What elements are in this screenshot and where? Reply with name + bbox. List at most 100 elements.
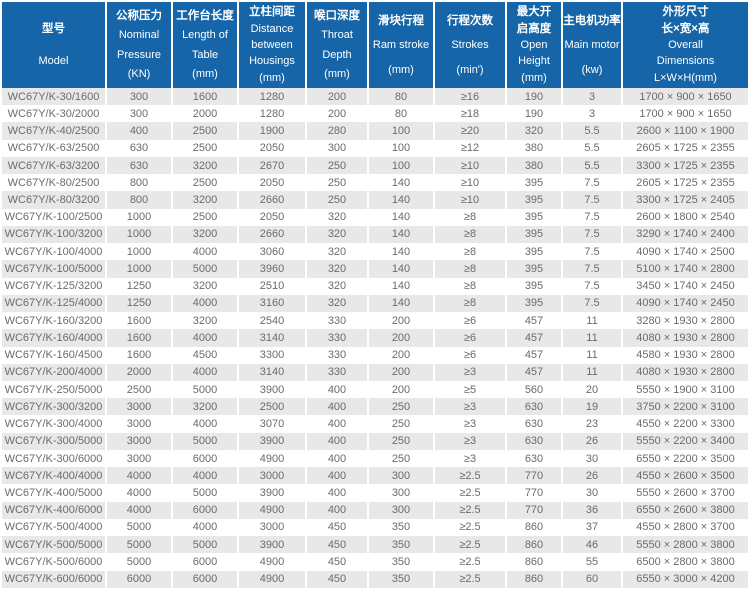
table-cell: 46 xyxy=(561,536,622,554)
table-cell: 400 xyxy=(305,449,368,468)
table-cell: 300 xyxy=(367,484,434,502)
table-cell: 320 xyxy=(305,225,368,244)
model-cell: WC67Y/K-300/4000 xyxy=(2,415,106,433)
table-row: WC67Y/K-30/1600 300 1600 1280 200 80 ≥16 190 3 17… xyxy=(2,88,748,106)
table-cell: 37 xyxy=(561,518,622,537)
table-cell: 3750 × 2200 × 3100 xyxy=(621,398,748,416)
table-cell: ≥2.5 xyxy=(433,467,506,485)
table-cell: 250 xyxy=(367,415,434,433)
table-cell: 7.5 xyxy=(561,225,622,244)
table-cell: 6000 xyxy=(171,501,238,519)
table-cell: 5000 xyxy=(171,484,238,502)
table-cell: 3140 xyxy=(237,329,306,347)
table-row: WC67Y/K-500/4000 5000 4000 3000 450 350 ≥2.5 86… xyxy=(2,518,748,537)
table-cell: 1000 xyxy=(105,243,172,261)
table-row: WC67Y/K-125/3200 1250 3200 2510 320 140 ≥8 395 7… xyxy=(2,277,748,295)
table-cell: 6500 × 2800 × 3800 xyxy=(621,553,748,571)
model-cell: WC67Y/K-600/6000 xyxy=(2,570,106,588)
table-cell: 770 xyxy=(505,484,562,502)
table-cell: 3960 xyxy=(237,260,306,278)
table-cell: 6550 × 2600 × 3800 xyxy=(621,501,748,519)
table-cell: 6000 xyxy=(171,449,238,468)
table-cell: 6550 × 2200 × 3500 xyxy=(621,449,748,468)
model-cell: WC67Y/K-100/3200 xyxy=(2,225,106,244)
table-cell: 330 xyxy=(305,312,368,330)
model-cell: WC67Y/K-80/3200 xyxy=(2,191,106,209)
table-row: WC67Y/K-300/6000 3000 6000 4900 400 250 ≥3 630 3… xyxy=(2,449,748,468)
table-cell: 3900 xyxy=(237,432,306,450)
model-cell: WC67Y/K-80/2500 xyxy=(2,174,106,192)
model-cell: WC67Y/K-160/4000 xyxy=(2,329,106,347)
table-cell: 3200 xyxy=(171,225,238,244)
table-cell: 250 xyxy=(367,432,434,450)
table-row: WC67Y/K-400/4000 4000 4000 3000 400 300 ≥2.5 77… xyxy=(2,467,748,485)
table-cell: 5.5 xyxy=(561,122,622,140)
table-cell: 55 xyxy=(561,553,622,571)
table-cell: 300 xyxy=(105,88,172,106)
table-cell: 3140 xyxy=(237,363,306,381)
table-cell: 190 xyxy=(505,105,562,123)
table-cell: 630 xyxy=(505,449,562,468)
table-cell: 4000 xyxy=(171,415,238,433)
table-cell: 200 xyxy=(305,105,368,123)
header-cell-open-height: 最大开 启高度 Open Height (mm) xyxy=(505,2,562,88)
table-cell: 4550 × 2800 × 3700 xyxy=(621,518,748,537)
header-cell-model: 型号 Model xyxy=(2,2,106,88)
table-cell: 860 xyxy=(505,553,562,571)
table-cell: 630 xyxy=(105,139,172,157)
table-cell: 6000 xyxy=(171,570,238,588)
table-cell: 36 xyxy=(561,501,622,519)
table-cell: 3200 xyxy=(171,191,238,209)
model-cell: WC67Y/K-100/2500 xyxy=(2,208,106,226)
table-cell: ≥6 xyxy=(433,312,506,330)
table-cell: 395 xyxy=(505,260,562,278)
table-cell: 4900 xyxy=(237,553,306,571)
table-cell: 1000 xyxy=(105,225,172,244)
model-cell: WC67Y/K-125/4000 xyxy=(2,294,106,313)
table-cell: 3160 xyxy=(237,294,306,313)
table-cell: 2500 xyxy=(171,174,238,192)
table-cell: 770 xyxy=(505,501,562,519)
table-cell: 5.5 xyxy=(561,139,622,157)
table-row: WC67Y/K-100/4000 1000 4000 3060 320 140 ≥8 395 7… xyxy=(2,243,748,261)
table-cell: 3000 xyxy=(105,449,172,468)
table-cell: 1700 × 900 × 1650 xyxy=(621,88,748,106)
header-cell-throat-depth: 喉口深度 Throat Depth (mm) xyxy=(305,2,368,88)
table-cell: 3300 × 1725 × 2355 xyxy=(621,156,748,175)
table-cell: 7.5 xyxy=(561,260,622,278)
table-cell: 4090 × 1740 × 2450 xyxy=(621,294,748,313)
model-cell: WC67Y/K-400/6000 xyxy=(2,501,106,519)
model-cell: WC67Y/K-100/4000 xyxy=(2,243,106,261)
table-cell: ≥3 xyxy=(433,398,506,416)
table-row: WC67Y/K-30/2000 300 2000 1280 200 80 ≥18 190 3 17… xyxy=(2,105,748,123)
table-row: WC67Y/K-160/3200 1600 3200 2540 330 200 ≥6 457 1… xyxy=(2,312,748,330)
table-cell: 450 xyxy=(305,518,368,537)
table-cell: ≥8 xyxy=(433,294,506,313)
table-cell: 6000 xyxy=(105,570,172,588)
table-cell: ≥3 xyxy=(433,415,506,433)
table-cell: 4090 × 1740 × 2500 xyxy=(621,243,748,261)
table-cell: 2500 xyxy=(171,122,238,140)
table-cell: ≥20 xyxy=(433,122,506,140)
table-cell: 450 xyxy=(305,553,368,571)
table-cell: 800 xyxy=(105,174,172,192)
table-cell: 200 xyxy=(367,380,434,399)
table-cell: 400 xyxy=(305,415,368,433)
table-header: 型号 Model 公称压力 Nominal Pressure (KN) 工作台长度 Lengt… xyxy=(2,2,748,88)
table-cell: 1000 xyxy=(105,208,172,226)
table-row: WC67Y/K-300/3200 3000 3200 2500 400 250 ≥3 630 1… xyxy=(2,398,748,416)
table-cell: 1280 xyxy=(237,88,306,106)
table-cell: 4900 xyxy=(237,449,306,468)
table-cell: 30 xyxy=(561,484,622,502)
table-cell: 5000 xyxy=(105,553,172,571)
table-cell: 2050 xyxy=(237,139,306,157)
table-cell: 2500 xyxy=(171,139,238,157)
table-cell: 3200 xyxy=(171,312,238,330)
table-cell: 2660 xyxy=(237,191,306,209)
table-cell: 1600 xyxy=(105,329,172,347)
table-cell: 5000 xyxy=(171,536,238,554)
table-cell: 2600 × 1100 × 1900 xyxy=(621,122,748,140)
table-cell: ≥10 xyxy=(433,174,506,192)
table-cell: 100 xyxy=(367,122,434,140)
table-cell: 2540 xyxy=(237,312,306,330)
